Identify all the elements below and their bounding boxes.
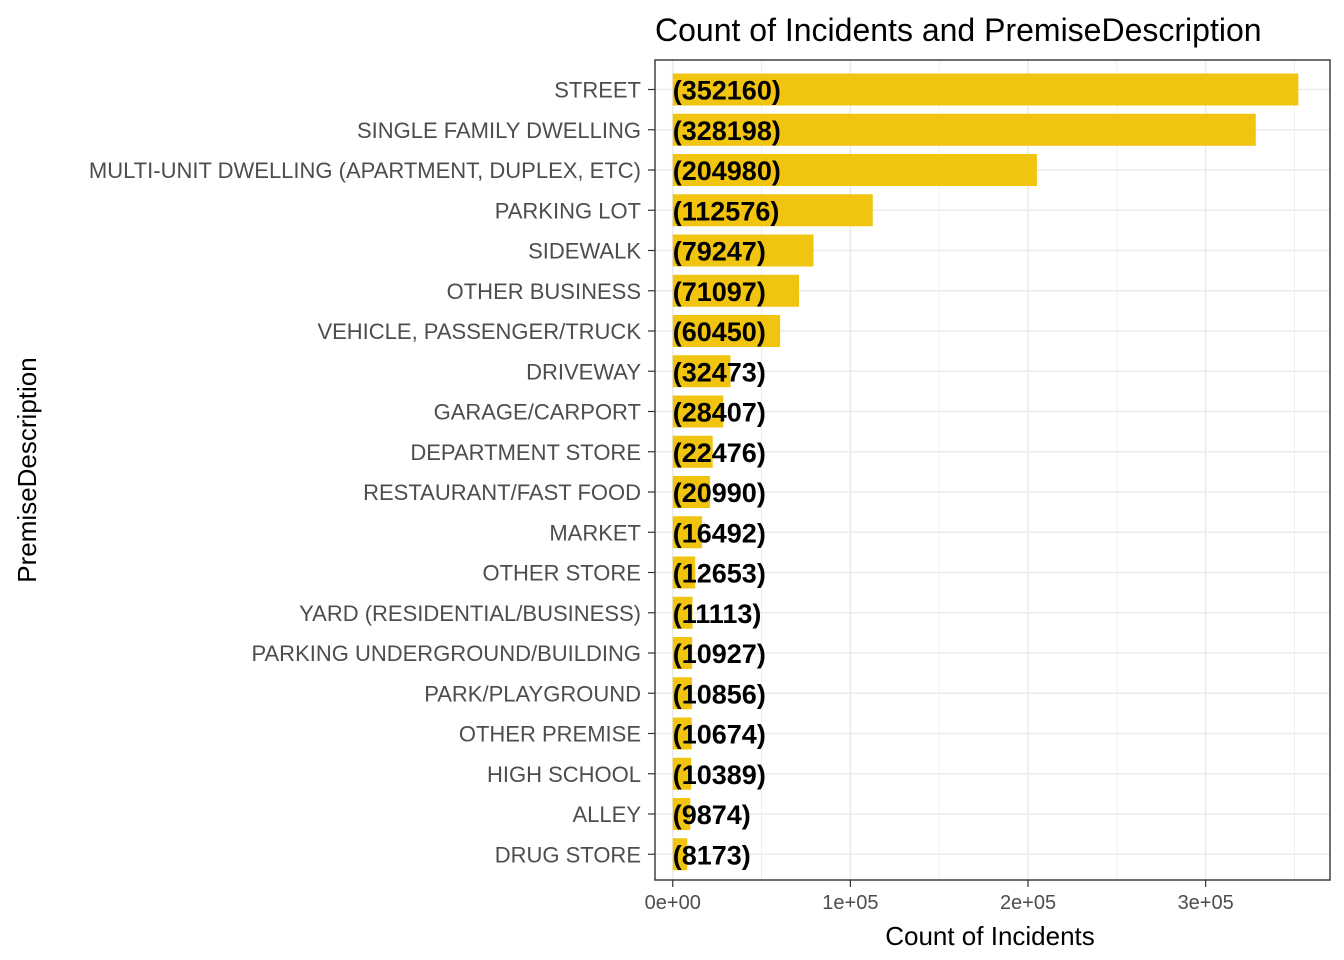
bar: [672, 556, 696, 589]
bar: [672, 395, 724, 428]
bar: [672, 516, 703, 549]
data-label: (32473): [673, 357, 766, 387]
y-tick-label: DEPARTMENT STORE: [410, 440, 641, 465]
data-label: (71097): [673, 277, 766, 307]
bar: [672, 717, 692, 750]
y-tick-label: OTHER STORE: [482, 561, 641, 586]
y-tick-label: SIDEWALK: [528, 239, 641, 264]
x-tick-label: 2e+05: [1000, 892, 1056, 914]
y-tick-label: PARKING LOT: [495, 198, 641, 223]
data-label: (328198): [673, 116, 781, 146]
y-axis-ticks: STREET SINGLE FAMILY DWELLING MULTI-UNIT D…: [89, 78, 655, 867]
bar: [672, 315, 781, 347]
y-tick-label: PARK/PLAYGROUND: [424, 681, 641, 706]
panel-border: [654, 59, 1331, 881]
bar: [672, 435, 713, 468]
y-tick-label: OTHER PREMISE: [459, 722, 641, 747]
y-tick-label: HIGH SCHOOL: [487, 762, 641, 787]
bar: [672, 113, 1256, 146]
data-label: (10927): [673, 639, 766, 669]
data-label: (112576): [673, 196, 780, 226]
y-tick-label: VEHICLE, PASSENGER/TRUCK: [317, 319, 641, 344]
y-tick-label: OTHER BUSINESS: [447, 279, 641, 304]
data-label: (79247): [673, 237, 766, 267]
y-tick-label: MARKET: [549, 520, 641, 545]
x-axis-title: Count of Incidents: [885, 921, 1095, 951]
chart-title: Count of Incidents and PremiseDescriptio…: [655, 12, 1262, 48]
x-axis-ticks: 0e+00 1e+05 2e+05 3e+05: [645, 880, 1234, 914]
y-tick-label: MULTI-UNIT DWELLING (APARTMENT, DUPLEX, …: [89, 158, 641, 183]
data-label: (10389): [673, 760, 766, 790]
data-label: (11113): [673, 599, 762, 629]
bar: [672, 677, 693, 710]
bar: [672, 838, 688, 871]
bars: [672, 73, 1299, 871]
y-tick-label: GARAGE/CARPORT: [434, 400, 641, 425]
y-axis-title: PremiseDescription: [12, 357, 42, 582]
data-label: (20990): [673, 478, 766, 508]
bar: [672, 194, 873, 227]
y-tick-label: SINGLE FAMILY DWELLING: [357, 118, 641, 143]
data-label: (352160): [673, 76, 781, 106]
bar: [672, 274, 800, 307]
bar: [672, 476, 711, 508]
data-label: (22476): [673, 438, 766, 468]
y-tick-label: PARKING UNDERGROUND/BUILDING: [251, 641, 641, 666]
data-label: (9874): [673, 800, 751, 830]
bar: [672, 757, 692, 790]
bar: [672, 596, 693, 629]
data-label: (12653): [673, 559, 766, 589]
y-tick-label: RESTAURANT/FAST FOOD: [363, 480, 641, 505]
y-tick-label: YARD (RESIDENTIAL/BUSINESS): [299, 601, 641, 626]
data-label: (10856): [673, 679, 766, 709]
y-tick-label: STREET: [554, 78, 641, 103]
data-label: (60450): [673, 317, 766, 347]
bar: [672, 73, 1299, 106]
bar: [672, 234, 814, 267]
x-tick-label: 1e+05: [822, 892, 878, 914]
x-tick-label: 3e+05: [1178, 892, 1234, 914]
x-tick-label: 0e+00: [645, 892, 701, 914]
data-labels: (352160) (328198) (204980) (112576) (79247) (…: [673, 76, 781, 871]
bar: [672, 154, 1037, 186]
y-tick-label: DRIVEWAY: [526, 359, 641, 384]
bar: [672, 798, 691, 830]
data-label: (204980): [673, 156, 781, 186]
data-label: (28407): [673, 398, 766, 428]
data-label: (10674): [673, 720, 766, 750]
y-tick-label: DRUG STORE: [495, 842, 641, 867]
bar: [672, 355, 731, 388]
y-tick-label: ALLEY: [573, 802, 642, 827]
data-label: (8173): [673, 840, 751, 870]
data-label: (16492): [673, 518, 766, 548]
bar: [672, 637, 693, 669]
